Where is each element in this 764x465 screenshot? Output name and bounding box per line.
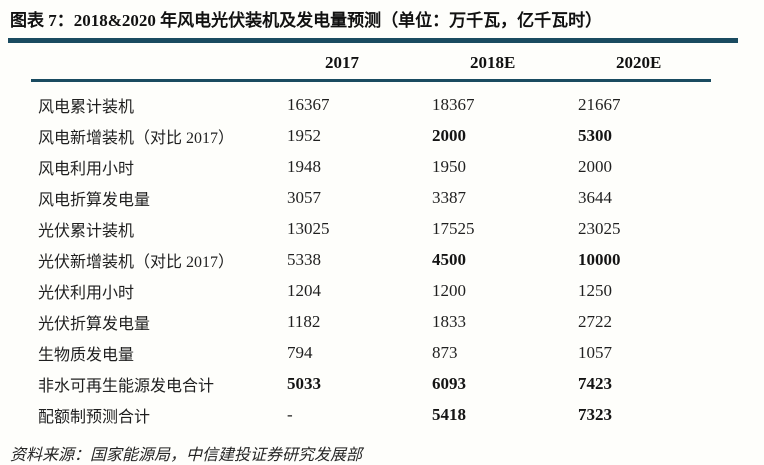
table-cell: 2000 <box>432 125 466 145</box>
table-cell: 1057 <box>578 342 612 362</box>
table-cell: 1182 <box>287 311 321 331</box>
table-cell: 23025 <box>578 218 621 238</box>
title-divider-bar <box>8 38 738 43</box>
table-cell: 3644 <box>578 187 612 207</box>
header-row: 2017 2018E 2020E <box>31 43 711 82</box>
table-cell: 1204 <box>287 280 321 300</box>
table-row: 风电利用小时 1948 1950 2000 <box>31 151 711 182</box>
table-row: 配额制预测合计 - 5418 7323 <box>31 399 711 430</box>
table-cell: - <box>287 404 293 424</box>
table-cell: 873 <box>432 342 458 362</box>
header-cell-2018e: 2018E <box>432 43 578 82</box>
table-cell: 1250 <box>578 280 612 300</box>
row-label: 生物质发电量 <box>38 346 135 364</box>
row-label: 配额制预测合计 <box>38 408 151 426</box>
table-cell: 1200 <box>432 280 466 300</box>
row-label: 光伏累计装机 <box>38 222 135 240</box>
table-cell: 17525 <box>432 218 475 238</box>
table-row: 风电累计装机 16367 18367 21667 <box>31 81 711 121</box>
table-row: 光伏利用小时 1204 1200 1250 <box>31 275 711 306</box>
row-label: 风电折算发电量 <box>38 191 151 209</box>
table-cell: 13025 <box>287 218 330 238</box>
table-row: 光伏累计装机 13025 17525 23025 <box>31 213 711 244</box>
table-cell: 5300 <box>578 125 612 145</box>
table-cell: 5418 <box>432 404 466 424</box>
table-row: 光伏折算发电量 1182 1833 2722 <box>31 306 711 337</box>
row-label: 风电新增装机（对比 2017） <box>38 129 235 147</box>
table-cell: 21667 <box>578 94 621 114</box>
table-cell: 7423 <box>578 373 612 393</box>
table-cell: 4500 <box>432 249 466 269</box>
figure-title: 图表 7：2018&2020 年风电光伏装机及发电量预测（单位：万千瓦，亿千瓦时… <box>10 11 603 30</box>
table-cell: 3387 <box>432 187 466 207</box>
row-label: 光伏折算发电量 <box>38 315 151 333</box>
forecast-table: 2017 2018E 2020E 风电累计装机 16367 18367 2166… <box>31 43 711 430</box>
table-cell: 7323 <box>578 404 612 424</box>
source-attribution: 资料来源：国家能源局，中信建投证券研究发展部 <box>10 447 363 464</box>
table-cell: 10000 <box>578 249 621 269</box>
row-label: 光伏新增装机（对比 2017） <box>38 253 235 271</box>
row-label: 非水可再生能源发电合计 <box>38 377 215 395</box>
table-body: 风电累计装机 16367 18367 21667 风电新增装机（对比 2017）… <box>31 81 711 431</box>
table-cell: 5338 <box>287 249 321 269</box>
header-cell-2017: 2017 <box>287 43 432 82</box>
table-cell: 2000 <box>578 156 612 176</box>
header-cell-2020e: 2020E <box>578 43 711 82</box>
row-label: 风电累计装机 <box>38 98 135 116</box>
table-cell: 794 <box>287 342 313 362</box>
table-row: 风电新增装机（对比 2017） 1952 2000 5300 <box>31 120 711 151</box>
table-cell: 1952 <box>287 125 321 145</box>
table-cell: 1948 <box>287 156 321 176</box>
table-row: 非水可再生能源发电合计 5033 6093 7423 <box>31 368 711 399</box>
table-cell: 18367 <box>432 94 475 114</box>
table-row: 生物质发电量 794 873 1057 <box>31 337 711 368</box>
table-cell: 2722 <box>578 311 612 331</box>
table-cell: 1833 <box>432 311 466 331</box>
table-row: 光伏新增装机（对比 2017） 5338 4500 10000 <box>31 244 711 275</box>
row-label: 风电利用小时 <box>38 160 135 178</box>
header-cell-empty <box>31 43 287 82</box>
table-cell: 1950 <box>432 156 466 176</box>
table-cell: 5033 <box>287 373 321 393</box>
table-cell: 3057 <box>287 187 321 207</box>
table-row: 风电折算发电量 3057 3387 3644 <box>31 182 711 213</box>
table-cell: 6093 <box>432 373 466 393</box>
table-cell: 16367 <box>287 94 330 114</box>
table-header: 2017 2018E 2020E <box>31 43 711 82</box>
row-label: 光伏利用小时 <box>38 284 135 302</box>
